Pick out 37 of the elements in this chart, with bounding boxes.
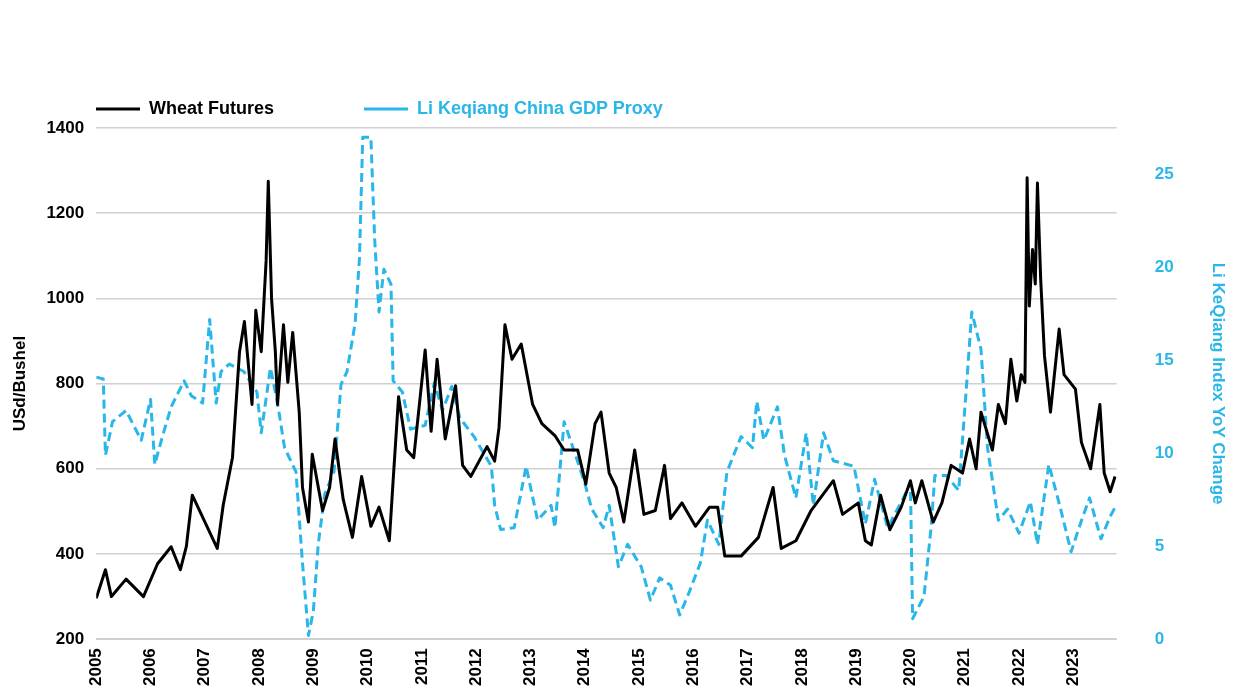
x-tick-label: 2011 — [411, 648, 431, 686]
y-tick-label: 1400 — [46, 117, 85, 137]
y2-tick-label: 25 — [1154, 164, 1174, 184]
x-tick-label: 2005 — [85, 648, 105, 687]
x-tick-label: 2013 — [520, 648, 540, 687]
y2-axis-title: Li KeQiang Index YoY Change — [1209, 262, 1229, 505]
legend-label: Wheat Futures — [149, 97, 275, 118]
line-series — [96, 135, 1117, 637]
y2-tick-label: 5 — [1154, 535, 1165, 555]
y-tick-label: 600 — [55, 458, 85, 478]
x-tick-label: 2021 — [954, 648, 974, 687]
y2-tick-label: 20 — [1154, 257, 1174, 277]
y-axis-title: USd/Bushel — [9, 335, 29, 432]
x-tick-label: 2012 — [465, 648, 485, 687]
x-tick-label: 2006 — [140, 648, 160, 687]
x-tick-label: 2010 — [357, 648, 377, 687]
x-tick-label: 2015 — [628, 648, 648, 687]
legend-label: Li Keqiang China GDP Proxy — [417, 97, 663, 118]
y2-tick-label: 15 — [1154, 350, 1174, 370]
x-tick-label: 2017 — [737, 648, 757, 687]
y-tick-label: 1200 — [46, 202, 85, 222]
y2-tick-label: 0 — [1154, 628, 1165, 648]
y2-tick-label: 10 — [1154, 442, 1174, 462]
y-tick-label: 400 — [55, 543, 85, 563]
x-tick-label: 2016 — [682, 648, 702, 687]
x-tick-label: 2018 — [791, 648, 811, 687]
y-tick-label: 1000 — [46, 288, 85, 308]
x-tick-label: 2008 — [248, 648, 268, 687]
x-tick-label: 2022 — [1008, 648, 1028, 687]
x-tick-label: 2007 — [194, 648, 214, 687]
x-tick-label: 2023 — [1062, 648, 1082, 687]
x-tick-label: 2019 — [845, 648, 865, 687]
y-tick-label: 800 — [55, 373, 85, 393]
y-tick-label: 200 — [55, 628, 85, 648]
x-tick-label: 2020 — [900, 648, 920, 687]
x-tick-label: 2009 — [303, 648, 323, 687]
x-tick-label: 2014 — [574, 647, 594, 687]
